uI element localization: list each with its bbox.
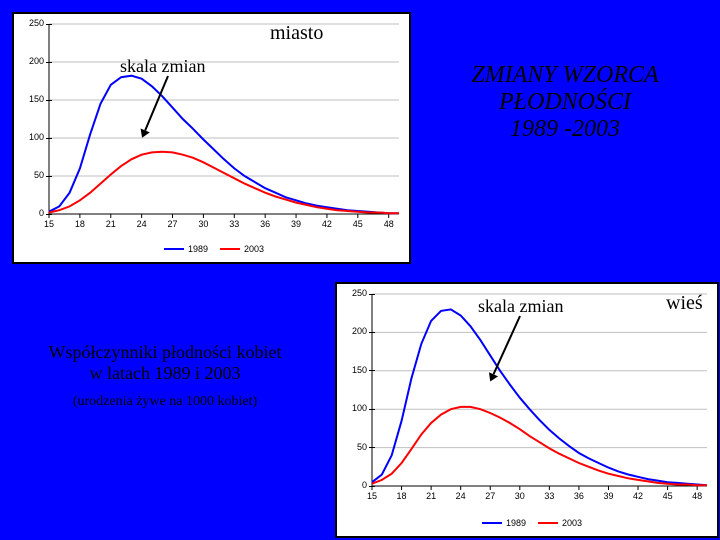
x-tick-label: 30 [510,491,530,501]
x-tick-label: 18 [70,219,90,229]
city-legend: 1989 2003 [104,244,324,254]
x-tick-label: 21 [101,219,121,229]
village-subtitle: wieś [666,292,703,315]
y-tick-label: 150 [14,94,44,104]
y-tick-label: 200 [14,56,44,66]
y-tick-label: 100 [337,403,367,413]
city-series-1989 [49,76,399,214]
x-tick-label: 15 [362,491,382,501]
x-tick-label: 48 [379,219,399,229]
main-title: ZMIANY WZORCAPŁODNOŚCI1989 -2003 [420,62,710,143]
legend-label: 1989 [188,244,208,254]
x-tick-label: 42 [628,491,648,501]
x-tick-label: 18 [392,491,412,501]
x-tick-label: 33 [539,491,559,501]
city-chart: 0 50 100 150 200 250 15 18 21 24 27 30 33 36 39 42 45 48 1… [12,12,411,264]
y-tick-label: 50 [14,170,44,180]
y-tick-label: 150 [337,365,367,375]
y-tick-label: 250 [14,18,44,28]
x-tick-label: 39 [598,491,618,501]
city-scale-label: skala zmian [120,56,205,77]
x-tick-label: 36 [255,219,275,229]
x-tick-label: 27 [163,219,183,229]
village-legend: 1989 2003 [432,518,632,528]
y-tick-label: 0 [337,480,367,490]
y-tick-label: 250 [337,288,367,298]
caption: Współczynniki płodności kobietw latach 1… [10,342,320,410]
legend-label: 1989 [506,518,526,528]
legend-label: 2003 [562,518,582,528]
x-tick-label: 48 [687,491,707,501]
city-subtitle: miasto [270,22,323,45]
y-tick-label: 200 [337,326,367,336]
x-tick-label: 45 [348,219,368,229]
x-tick-label: 15 [39,219,59,229]
x-tick-label: 30 [193,219,213,229]
y-tick-label: 100 [14,132,44,142]
legend-label: 2003 [244,244,264,254]
x-tick-label: 36 [569,491,589,501]
x-tick-label: 27 [480,491,500,501]
x-tick-label: 45 [658,491,678,501]
city-series-2003 [49,152,399,214]
slide: ZMIANY WZORCAPŁODNOŚCI1989 -2003 Współczy… [0,0,720,540]
y-tick-label: 0 [14,208,44,218]
x-tick-label: 42 [317,219,337,229]
x-tick-label: 39 [286,219,306,229]
x-tick-label: 21 [421,491,441,501]
village-chart: 0 50 100 150 200 250 15 18 21 24 27 30 33 36 39 42 45 48 1… [335,282,719,538]
y-tick-label: 50 [337,442,367,452]
x-tick-label: 24 [132,219,152,229]
x-tick-label: 24 [451,491,471,501]
x-tick-label: 33 [224,219,244,229]
village-series-1989 [372,309,707,485]
village-scale-label: skala zmian [478,296,563,317]
